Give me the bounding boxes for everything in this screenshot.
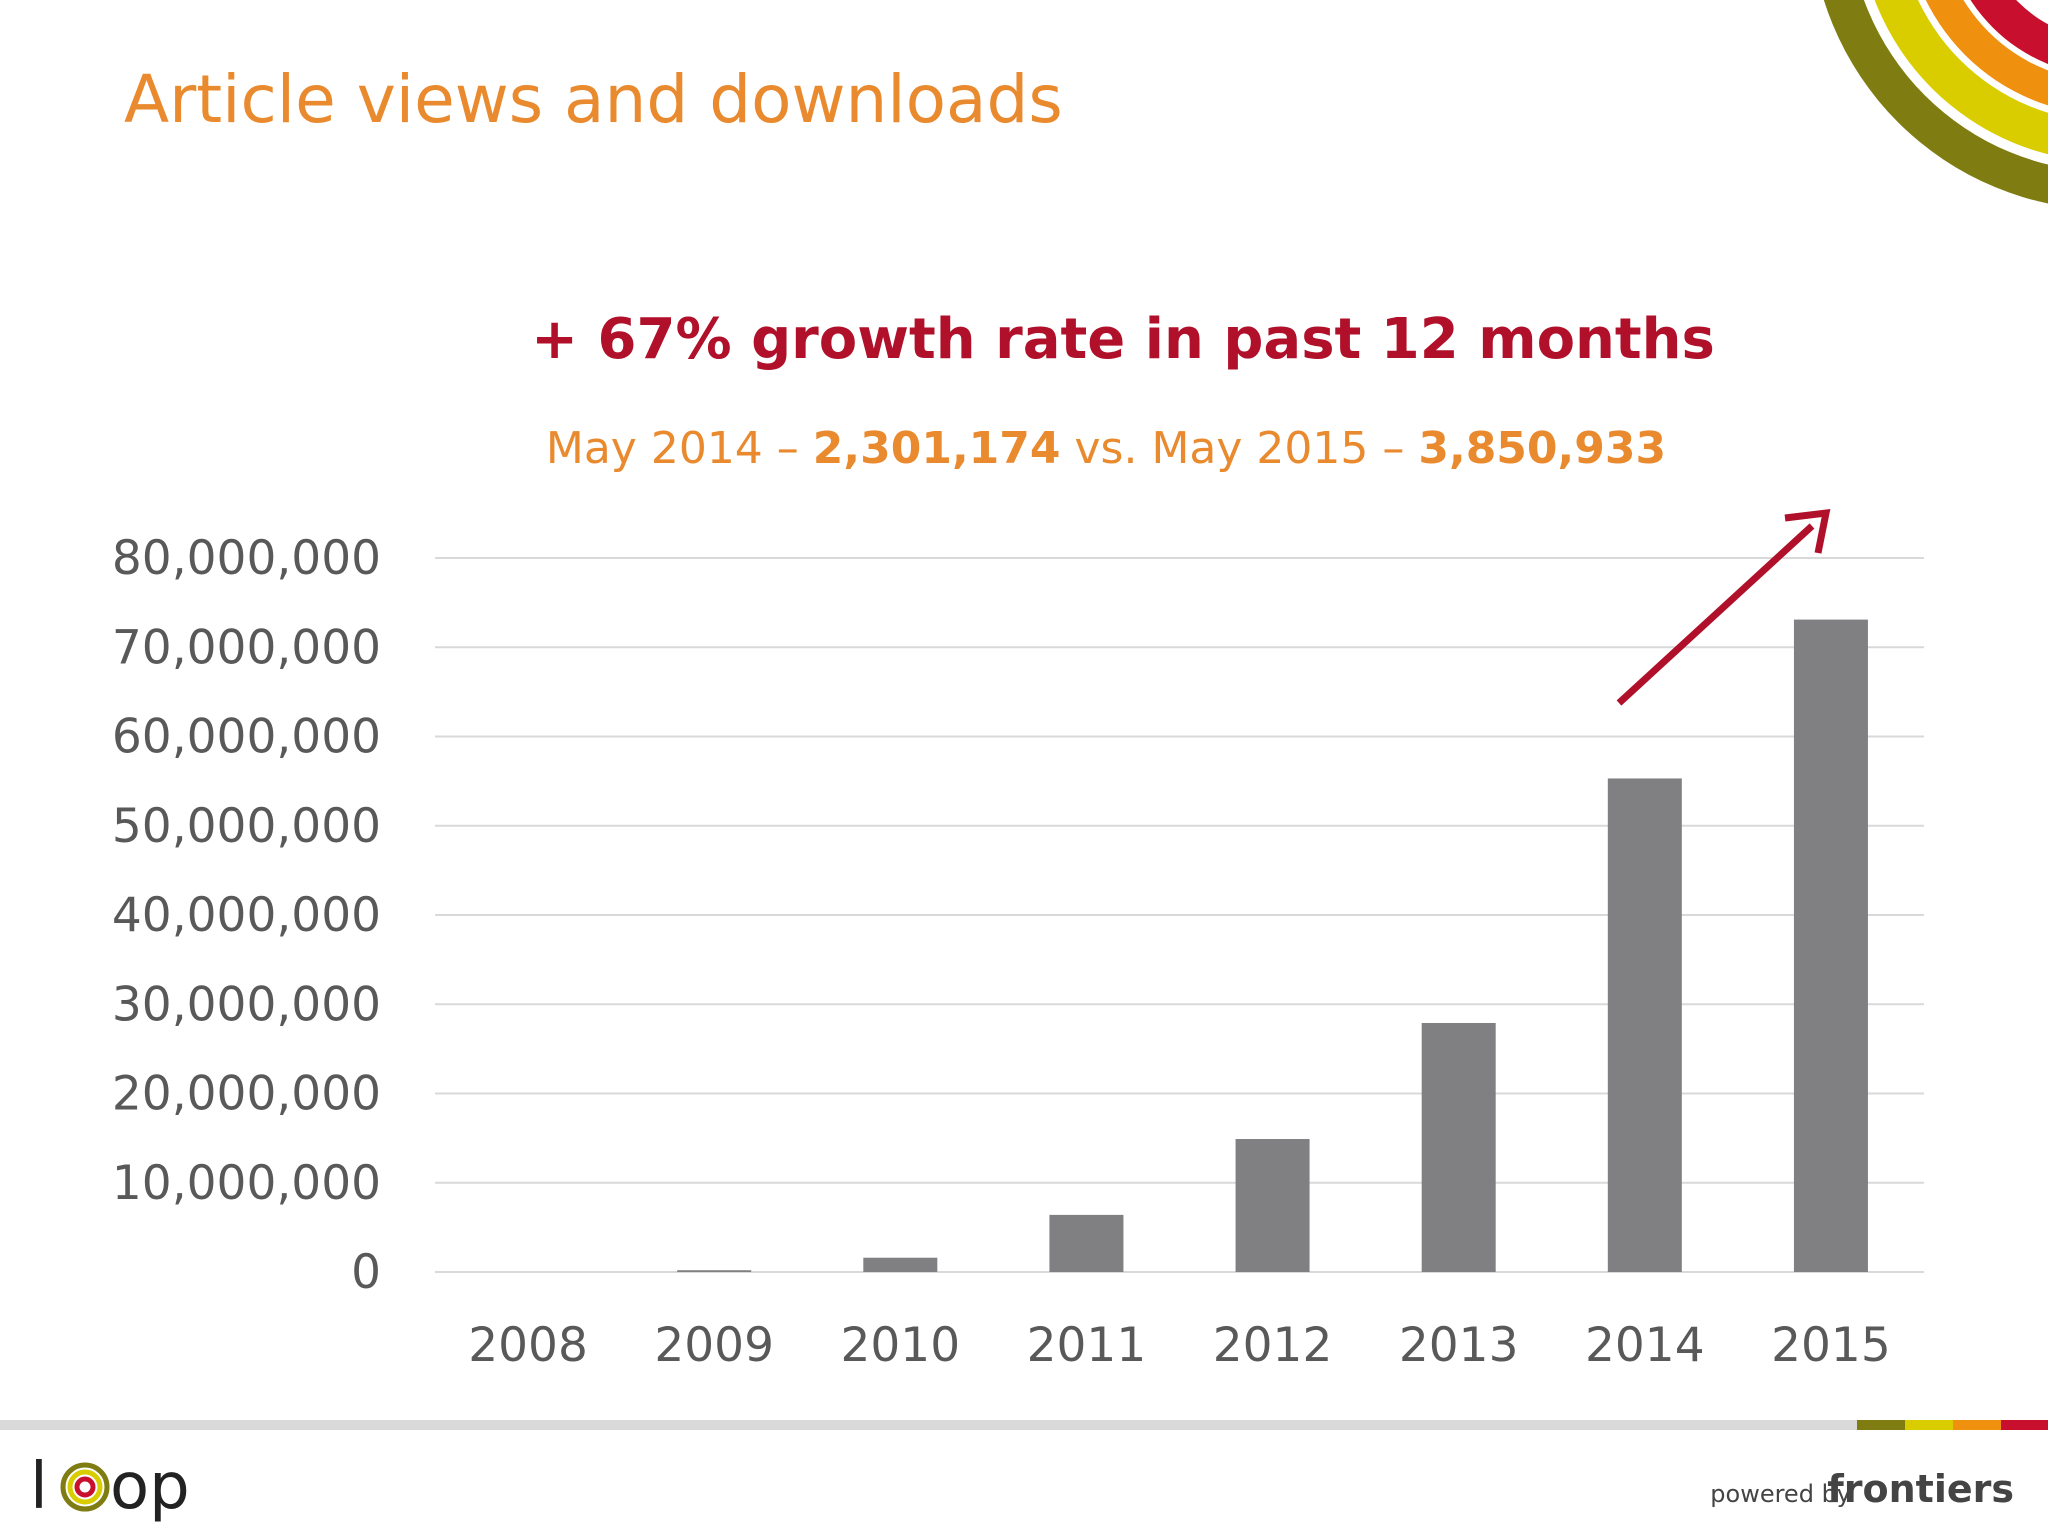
x-tick-label: 2012 bbox=[1213, 1318, 1333, 1373]
footer-stripe bbox=[2001, 1420, 2048, 1430]
bar bbox=[1793, 619, 1868, 1272]
subtitle-value: 2,301,174 bbox=[813, 423, 1061, 474]
subtitle: May 2014 – 2,301,174 vs. May 2015 – 3,85… bbox=[546, 423, 1666, 474]
logo-text: op bbox=[110, 1450, 190, 1524]
footer-stripe bbox=[1905, 1420, 1953, 1430]
plot: 0 10,000,000 20,000,000 30,000,000 40,000,00… bbox=[112, 531, 1924, 1373]
bar bbox=[863, 1257, 938, 1272]
bar bbox=[1607, 778, 1682, 1272]
footer-rule bbox=[0, 1420, 2048, 1430]
y-tick-label: 80,000,000 bbox=[112, 531, 381, 586]
x-tick-label: 2015 bbox=[1771, 1318, 1891, 1373]
bar bbox=[1421, 1022, 1496, 1272]
brand: frontiers bbox=[1827, 1467, 2014, 1511]
logo: l op bbox=[30, 1450, 190, 1524]
x-tick-label: 2009 bbox=[654, 1318, 774, 1373]
logo-ring bbox=[60, 1462, 110, 1512]
x-tick-label: 2014 bbox=[1585, 1318, 1705, 1373]
y-tick-label: 50,000,000 bbox=[112, 799, 381, 854]
y-tick-label: 70,000,000 bbox=[112, 620, 381, 675]
y-tick-label: 40,000,000 bbox=[112, 888, 381, 943]
bar bbox=[1235, 1139, 1310, 1272]
subtitle-value: 3,850,933 bbox=[1418, 423, 1666, 474]
footer-stripe bbox=[1857, 1420, 1905, 1430]
subtitle-part: vs. May 2015 – bbox=[1061, 423, 1419, 474]
x-tick-label: 2011 bbox=[1027, 1318, 1147, 1373]
x-tick-label: 2013 bbox=[1399, 1318, 1519, 1373]
powered-by: powered by bbox=[1710, 1480, 1851, 1508]
footer-stripe bbox=[1953, 1420, 2001, 1430]
corner-rings bbox=[1823, 0, 2048, 204]
y-tick-label: 20,000,000 bbox=[112, 1067, 381, 1122]
y-tick-label: 30,000,000 bbox=[112, 977, 381, 1032]
growth-arrow bbox=[1616, 508, 1831, 706]
bar bbox=[1049, 1214, 1124, 1272]
logo-ring bbox=[74, 1476, 96, 1498]
y-tick-label: 10,000,000 bbox=[112, 1156, 381, 1211]
y-tick-label: 0 bbox=[351, 1245, 381, 1300]
bar bbox=[677, 1270, 752, 1272]
logo-text: l bbox=[30, 1450, 48, 1524]
title: Article views and downloads bbox=[124, 61, 1063, 138]
headline: + 67% growth rate in past 12 months bbox=[531, 307, 1715, 372]
x-tick-label: 2010 bbox=[841, 1318, 961, 1373]
x-tick-label: 2008 bbox=[468, 1318, 588, 1373]
logo-ring bbox=[67, 1469, 103, 1505]
subtitle-part: May 2014 – bbox=[546, 423, 813, 474]
y-tick-label: 60,000,000 bbox=[112, 710, 381, 765]
